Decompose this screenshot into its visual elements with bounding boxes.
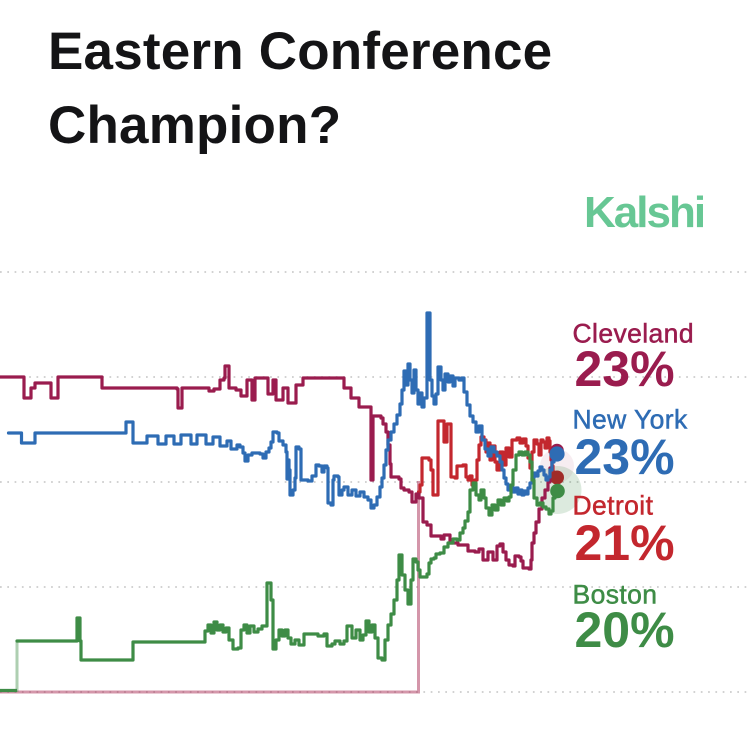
- svg-text:New York: New York: [573, 405, 689, 435]
- svg-text:21%: 21%: [575, 515, 675, 571]
- svg-text:20%: 20%: [575, 602, 675, 658]
- svg-text:23%: 23%: [575, 429, 675, 485]
- svg-text:Cleveland: Cleveland: [573, 319, 694, 349]
- svg-text:Eastern Conference: Eastern Conference: [48, 22, 552, 81]
- svg-text:Boston: Boston: [573, 580, 658, 610]
- svg-text:23%: 23%: [575, 341, 675, 397]
- svg-text:Kalshi: Kalshi: [584, 188, 704, 237]
- svg-text:Champion?: Champion?: [48, 96, 341, 155]
- svg-text:Detroit: Detroit: [573, 491, 654, 521]
